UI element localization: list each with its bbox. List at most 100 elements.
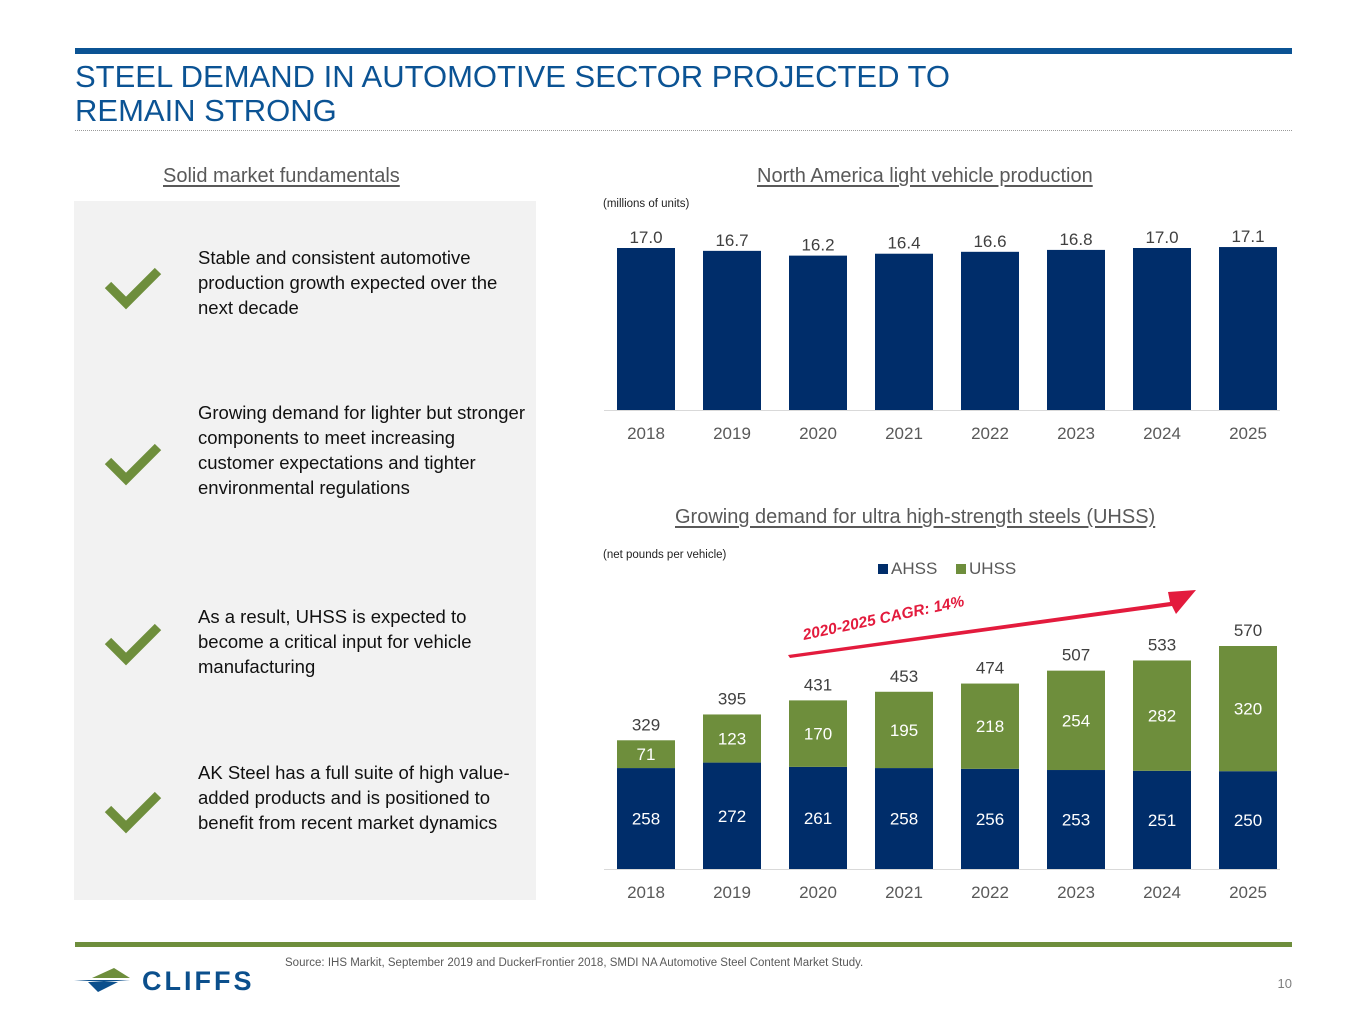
cagr-annotation: 2020-2025 CAGR: 14% <box>788 590 1196 658</box>
x-tick-label-2022: 2022 <box>971 424 1009 443</box>
data-label-2022: 16.6 <box>973 232 1006 251</box>
bar-uhss-2023 <box>1047 670 1105 771</box>
bar-uhss-2020 <box>789 700 847 767</box>
uhss-label-2021: 195 <box>890 721 918 740</box>
bar-ahss-2024 <box>1133 770 1191 869</box>
bar-2021 <box>875 253 933 410</box>
bar-ahss-2020 <box>789 766 847 869</box>
logo-mark-icon <box>74 968 130 992</box>
legend-item-uhss: UHSS <box>956 559 1016 579</box>
ahss-label-2020: 261 <box>804 809 832 828</box>
ahss-label-2019: 272 <box>718 807 746 826</box>
uhss-label-2020: 170 <box>804 725 832 744</box>
uhss-chart: 2020-2025 CAGR: 14% 258 71 329 2018 272 123 39… <box>604 590 1280 902</box>
total-label-2025: 570 <box>1234 621 1262 640</box>
bar-2024 <box>1133 248 1191 410</box>
bar-uhss-2024 <box>1133 660 1191 771</box>
uhss-legend: AHSS UHSS <box>878 559 1030 579</box>
uhss-label-2018: 71 <box>637 745 656 764</box>
x-tick-label-2019: 2019 <box>713 424 751 443</box>
bullet-text: Growing demand for lighter but stronger … <box>198 402 526 498</box>
ahss-label-2021: 258 <box>890 810 918 829</box>
x-tick-label-2021: 2021 <box>885 424 923 443</box>
data-label-2020: 16.2 <box>801 236 834 255</box>
bar-ahss-2019 <box>703 762 761 869</box>
uhss-label-2019: 123 <box>718 730 746 749</box>
production-unit-note: (millions of units) <box>603 198 690 210</box>
bar-ahss-2023 <box>1047 770 1105 869</box>
uhss-unit-note: (net pounds per vehicle) <box>603 549 727 561</box>
logo-text: CLIFFS <box>142 966 255 996</box>
total-label-2020: 431 <box>804 675 832 694</box>
ahss-label-2025: 250 <box>1234 811 1262 830</box>
legend-label-uhss: UHSS <box>969 559 1017 578</box>
total-label-2023: 507 <box>1062 646 1090 665</box>
bar-ahss-2018 <box>617 768 675 869</box>
cliffs-logo: CLIFFS <box>74 962 274 998</box>
bar-2025 <box>1219 247 1277 410</box>
x-tick-label-2019: 2019 <box>713 883 751 902</box>
data-label-2024: 17.0 <box>1145 228 1178 247</box>
total-label-2022: 474 <box>976 659 1004 678</box>
x-tick-label-2025: 2025 <box>1229 883 1267 902</box>
x-tick-label-2018: 2018 <box>627 424 665 443</box>
data-label-2018: 17.0 <box>629 228 662 247</box>
bar-uhss-2019 <box>703 714 761 763</box>
x-tick-label-2024: 2024 <box>1143 883 1181 902</box>
legend-swatch-ahss <box>878 564 888 574</box>
total-label-2024: 533 <box>1148 635 1176 654</box>
bar-uhss-2018 <box>617 740 675 769</box>
bar-2018 <box>617 248 675 410</box>
total-label-2021: 453 <box>890 667 918 686</box>
title-divider <box>75 130 1292 131</box>
check-icon <box>104 791 162 834</box>
x-tick-label-2022: 2022 <box>971 883 1009 902</box>
uhss-label-2023: 254 <box>1062 711 1090 730</box>
x-tick-label-2021: 2021 <box>885 883 923 902</box>
bullet-text: AK Steel has a full suite of high value-… <box>198 762 510 833</box>
uhss-label-2024: 282 <box>1148 707 1176 726</box>
data-label-2025: 17.1 <box>1231 227 1264 246</box>
bar-2019 <box>703 250 761 410</box>
bar-ahss-2021 <box>875 768 933 869</box>
bullet-text: Stable and consistent automotive product… <box>198 247 498 318</box>
x-tick-label-2020: 2020 <box>799 883 837 902</box>
x-tick-label-2023: 2023 <box>1057 424 1095 443</box>
bar-2022 <box>961 251 1019 410</box>
uhss-label-2022: 218 <box>976 717 1004 736</box>
source-note: Source: IHS Markit, September 2019 and D… <box>285 957 864 969</box>
header-rule <box>75 48 1292 54</box>
data-label-2019: 16.7 <box>715 231 748 250</box>
total-label-2019: 395 <box>718 689 746 708</box>
legend-label-ahss: AHSS <box>891 559 938 578</box>
bar-ahss-2025 <box>1219 771 1277 869</box>
legend-swatch-uhss <box>956 564 967 574</box>
x-tick-label-2018: 2018 <box>627 883 665 902</box>
ahss-label-2022: 256 <box>976 810 1004 829</box>
total-label-2018: 329 <box>632 715 660 734</box>
page-title: STEEL DEMAND IN AUTOMOTIVE SECTOR PROJEC… <box>75 60 1225 128</box>
bar-2020 <box>789 255 847 410</box>
title-line-1: STEEL DEMAND IN AUTOMOTIVE SECTOR PROJEC… <box>75 59 951 94</box>
x-tick-label-2025: 2025 <box>1229 424 1267 443</box>
x-tick-label-2024: 2024 <box>1143 424 1181 443</box>
uhss-chart-title: Growing demand for ultra high-strength s… <box>675 506 1156 528</box>
production-chart: 17.0 2018 16.7 2019 16.2 2020 16.4 2021 16.6 2022… <box>604 227 1280 443</box>
fundamentals-panel: Stable and consistent automotive product… <box>74 201 536 900</box>
data-label-2023: 16.8 <box>1059 230 1092 249</box>
data-label-2021: 16.4 <box>887 234 920 253</box>
x-tick-label-2020: 2020 <box>799 424 837 443</box>
bullet-text: As a result, UHSS is expected to become … <box>198 606 472 677</box>
uhss-label-2025: 320 <box>1234 700 1262 719</box>
fundamentals-heading: Solid market fundamentals <box>163 165 400 187</box>
ahss-label-2024: 251 <box>1148 811 1176 830</box>
bar-uhss-2022 <box>961 683 1019 769</box>
bar-uhss-2021 <box>875 691 933 769</box>
bar-ahss-2022 <box>961 768 1019 869</box>
title-line-2: REMAIN STRONG <box>75 93 337 128</box>
check-icon <box>104 267 162 310</box>
legend-item-ahss: AHSS <box>878 559 937 579</box>
ahss-label-2023: 253 <box>1062 811 1090 830</box>
bar-uhss-2025 <box>1219 646 1277 772</box>
footer-rule <box>75 942 1292 947</box>
